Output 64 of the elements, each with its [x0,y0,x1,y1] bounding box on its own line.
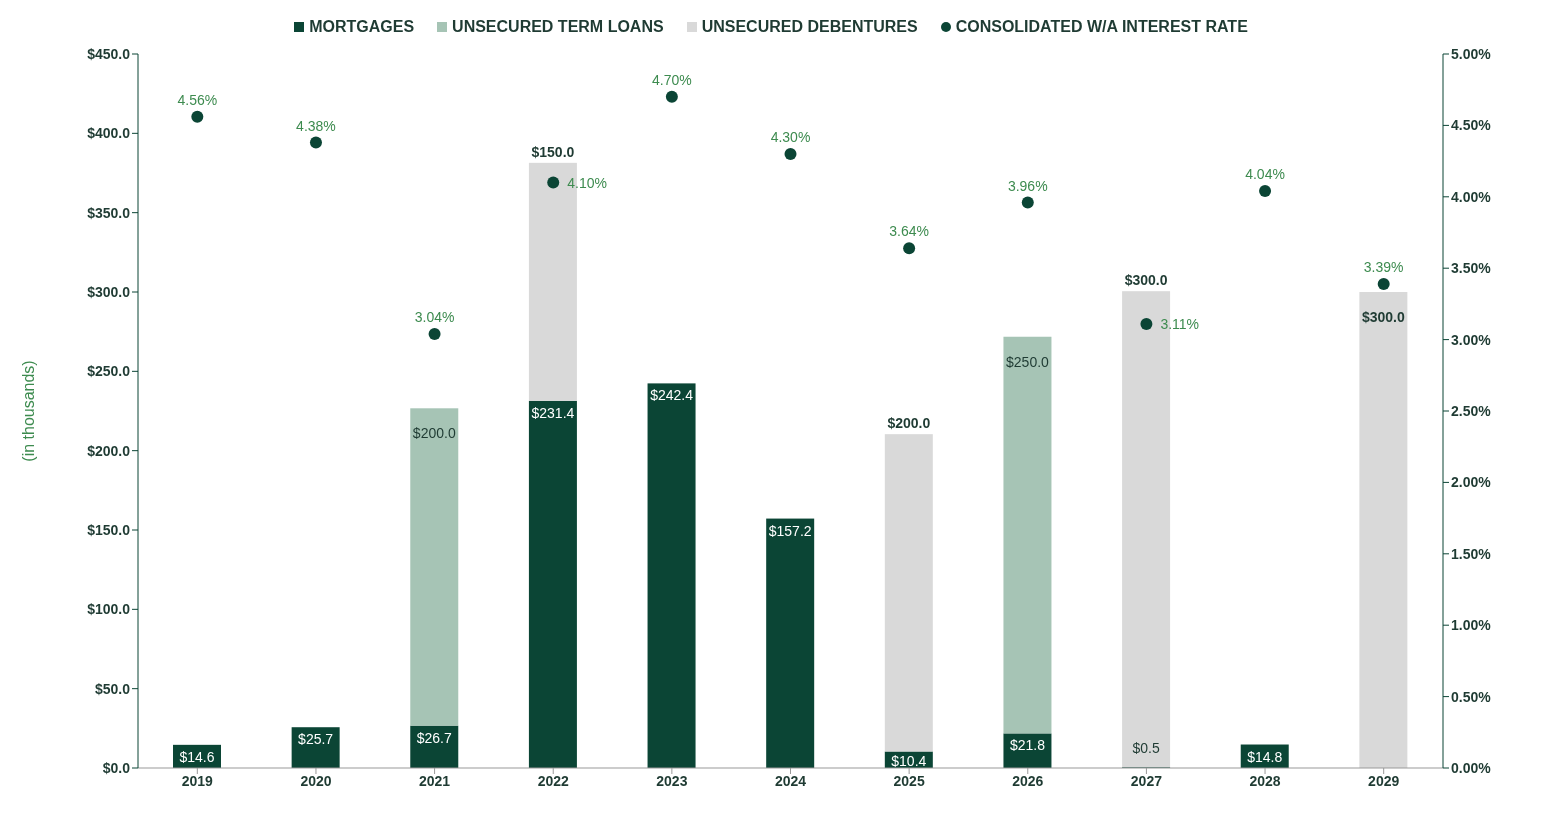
data-label: $14.8 [1247,748,1283,765]
data-label: 4.04% [1245,166,1285,183]
x-tick-label: 2020 [300,772,332,789]
y2-tick-label: 2.00% [1451,474,1492,491]
x-tick-label: 2019 [181,772,214,789]
y-axis-title: (in thousands) [19,360,37,462]
data-label: 3.96% [1007,177,1048,194]
x-tick-label: 2028 [1249,772,1281,789]
y2-tick-label: 2.50% [1451,402,1492,419]
data-label: $242.4 [650,387,694,404]
y-tick-label: $300.0 [87,283,131,300]
data-label: $10.4 [891,753,927,769]
y-tick-label: $250.0 [87,363,131,380]
y-tick-label: $350.0 [87,204,131,221]
x-tick-label: 2027 [1130,772,1163,789]
x-tick-label: 2026 [1012,772,1044,789]
data-label: $231.4 [531,404,575,421]
y-tick-label: $0.0 [102,759,131,776]
legend-label: UNSECURED TERM LOANS [451,18,664,36]
data-label: $25.7 [298,731,334,748]
data-label: 3.64% [889,223,929,240]
y-tick-label: $450.0 [87,45,131,62]
y-tick-label: $50.0 [94,680,131,697]
x-tick-label: 2024 [774,772,807,789]
y2-tick-label: 3.00% [1451,331,1492,348]
data-label: $200.0 [412,425,456,442]
data-label: 4.56% [177,91,218,108]
data-label: $0.5 [1132,740,1160,757]
x-tick-label: 2021 [419,772,451,789]
data-label: $200.0 [887,415,931,432]
data-label: $300.0 [1361,309,1405,325]
x-tick-label: 2029 [1368,772,1400,789]
data-label: 3.04% [414,308,455,325]
y2-tick-label: 0.50% [1451,688,1492,705]
y2-tick-label: 3.50% [1451,260,1492,277]
x-tick-label: 2025 [893,772,925,789]
x-tick-label: 2023 [656,772,688,789]
y2-tick-label: 5.00% [1451,45,1492,62]
data-label: $14.6 [179,748,215,765]
y2-tick-label: 1.00% [1451,617,1492,634]
data-label: $250.0 [1006,353,1050,370]
y2-tick-label: 4.50% [1451,117,1492,134]
y-tick-label: $400.0 [87,125,131,142]
data-label: $21.8 [1009,737,1046,754]
y-tick-label: $200.0 [87,442,131,459]
y-tick-label: $100.0 [87,601,131,618]
data-label: $26.7 [416,729,452,746]
data-label: $300.0 [1124,272,1168,289]
x-tick-label: 2022 [537,772,570,789]
data-label: 4.38% [296,117,336,134]
data-label: 4.30% [770,128,811,145]
y2-tick-label: 0.00% [1451,759,1492,776]
data-label: $150.0 [531,143,575,160]
data-label: 4.10% [567,174,607,191]
y-tick-label: $150.0 [87,521,131,538]
y2-tick-label: 1.50% [1451,545,1492,562]
y2-tick-label: 4.00% [1451,188,1492,205]
data-label: 3.11% [1160,315,1200,332]
legend-label: CONSOLIDATED W/A INTEREST RATE [954,18,1248,36]
legend-label: UNSECURED DEBENTURES [700,18,918,36]
data-label: 4.70% [652,71,692,88]
data-label: $157.2 [768,522,812,539]
data-label: 3.39% [1363,258,1404,275]
legend-label: MORTGAGES [308,18,415,36]
